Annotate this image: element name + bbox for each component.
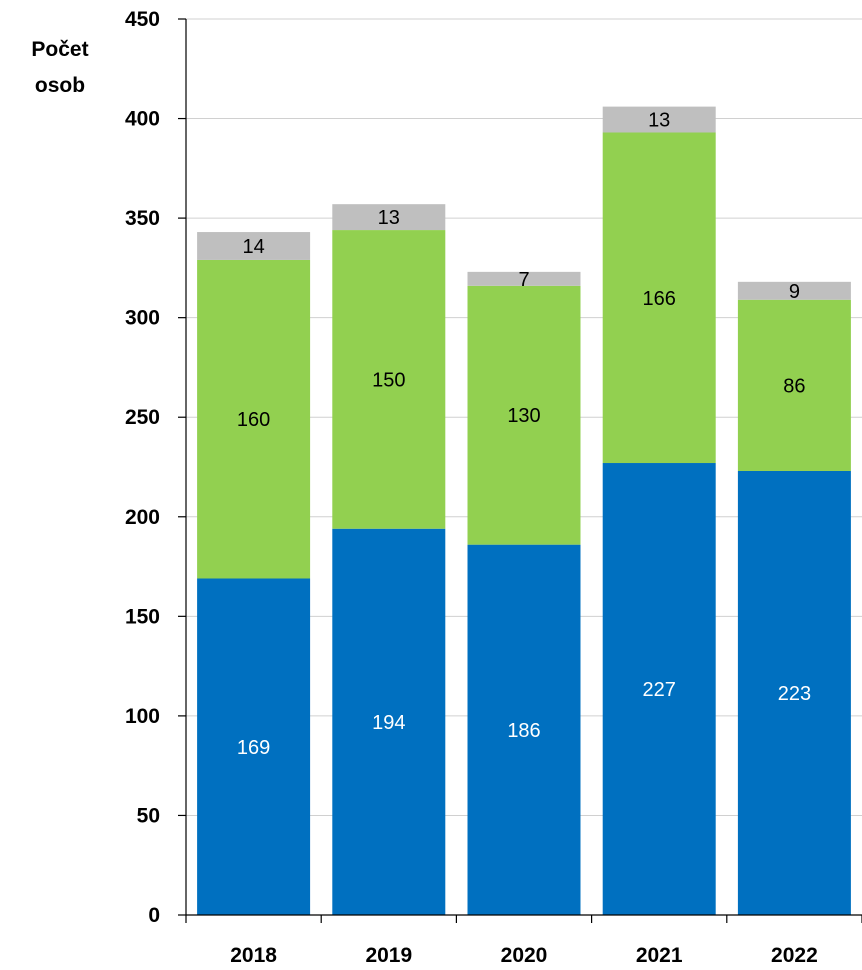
bar-segment — [737, 299, 851, 471]
bar-segment — [737, 470, 851, 915]
bar-segment — [467, 544, 581, 915]
y-axis-label-line1: Počet — [31, 38, 89, 61]
data-label: 86 — [783, 375, 805, 397]
y-tick-label: 350 — [125, 207, 160, 230]
y-tick-label: 450 — [125, 8, 160, 31]
axes: 0 50 100 150 200 250 300 350 400 450 2018 2019 2020 2… — [125, 8, 862, 967]
data-label: 223 — [778, 683, 811, 705]
bar-segment — [197, 232, 311, 260]
bar-segment — [467, 285, 581, 545]
y-tick-label: 150 — [125, 605, 160, 628]
data-label: 150 — [372, 369, 405, 391]
bar-segment — [467, 271, 581, 286]
bar-segment — [197, 259, 311, 579]
data-label: 13 — [648, 110, 670, 132]
y-tick-label: 200 — [125, 506, 160, 529]
bar-segment — [602, 132, 716, 464]
bar-segment — [332, 230, 446, 529]
data-label: 9 — [789, 281, 800, 303]
y-tick-label: 250 — [125, 406, 160, 429]
x-tick-label: 2021 — [636, 944, 683, 967]
bar-segment — [737, 281, 851, 300]
data-label: 194 — [372, 712, 405, 734]
y-tick-label: 100 — [125, 705, 160, 728]
bar-segment — [197, 578, 311, 915]
x-tick-label: 2022 — [771, 944, 818, 967]
bar-segment — [332, 204, 446, 231]
y-axis-label: Počet osob — [0, 32, 120, 104]
data-label: 169 — [237, 737, 270, 759]
data-label: 14 — [242, 236, 264, 258]
y-tick-label: 400 — [125, 108, 160, 131]
data-label: 130 — [507, 405, 540, 427]
data-label: 166 — [643, 288, 676, 310]
data-label: 160 — [237, 409, 270, 431]
bar-segment — [602, 106, 716, 133]
bars — [197, 106, 851, 915]
data-labels: 169 160 14 194 150 13 186 130 7 227 166 13 223 86 9 — [237, 110, 811, 759]
x-tick-label: 2018 — [230, 944, 277, 967]
y-tick-label: 50 — [137, 804, 160, 827]
x-tick-label: 2020 — [501, 944, 548, 967]
x-tick-label: 2019 — [365, 944, 412, 967]
y-axis-label-line2: osob — [34, 74, 86, 97]
bar-segment — [602, 463, 716, 915]
data-label: 186 — [507, 720, 540, 742]
data-label: 227 — [643, 679, 676, 701]
y-tick-label: 300 — [125, 307, 160, 330]
y-tick-label: 0 — [148, 904, 160, 927]
data-label: 13 — [378, 207, 400, 229]
data-label: 7 — [518, 269, 529, 291]
bar-segment — [332, 528, 446, 915]
